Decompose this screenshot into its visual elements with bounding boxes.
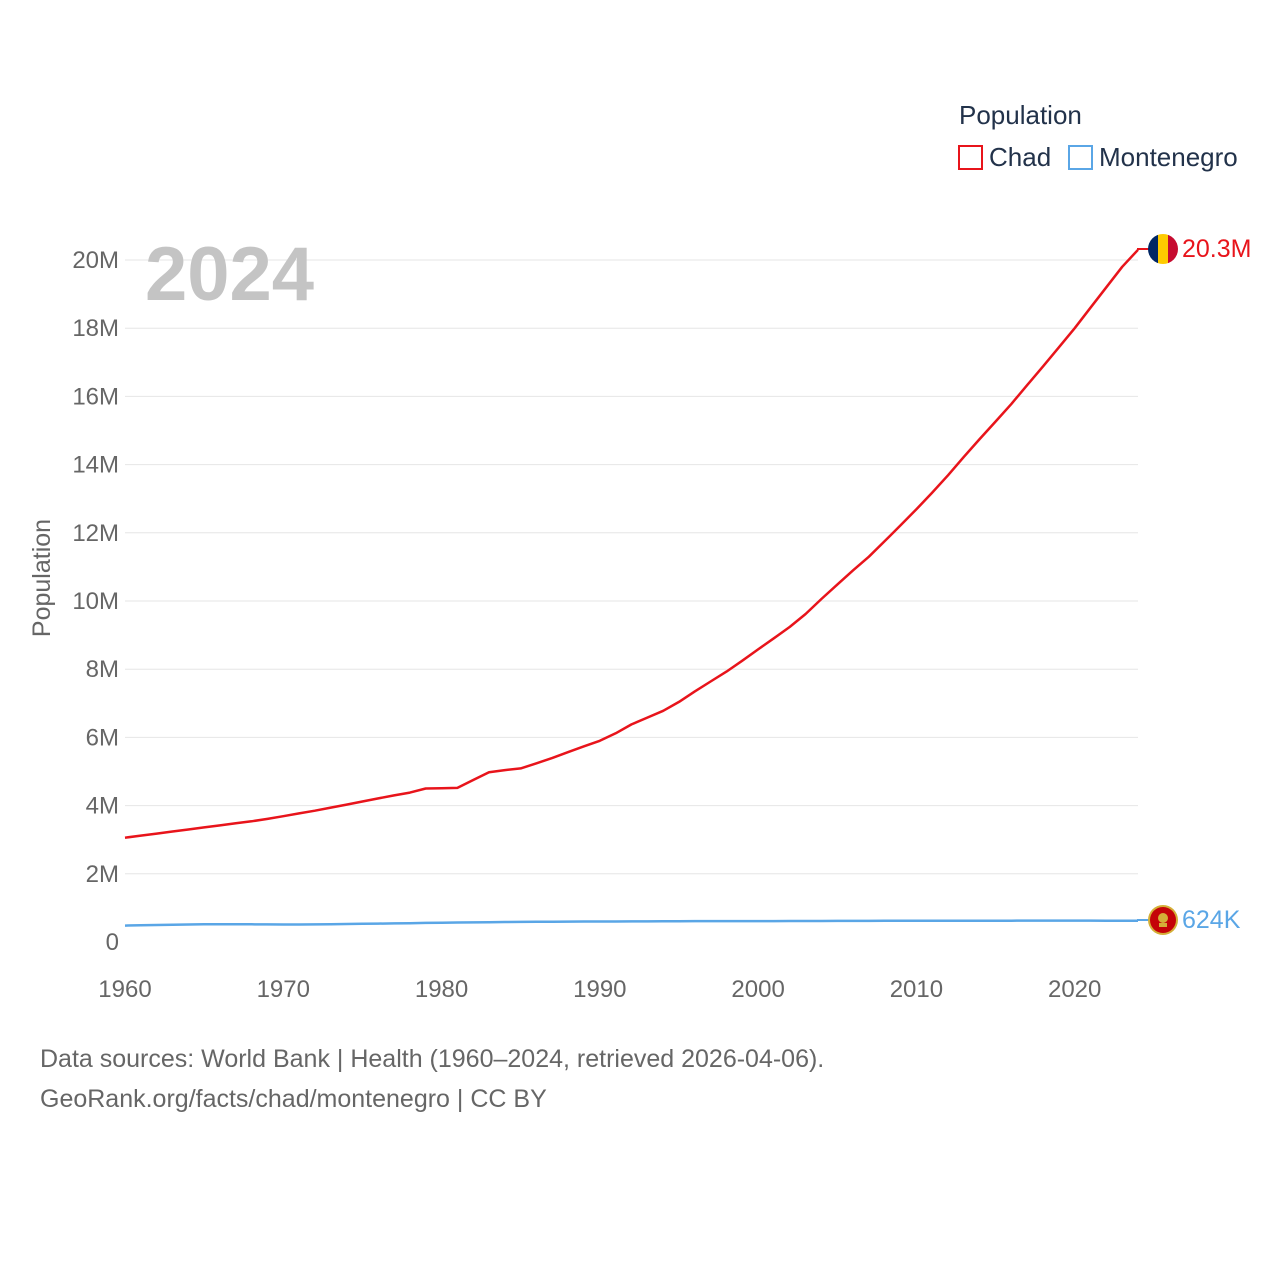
- y-tick-label: 0: [106, 929, 119, 956]
- y-axis-tick-labels: 0 2M 4M 6M 8M 10M 12M 14M 16M 18M 20M: [72, 247, 119, 956]
- montenegro-end-value: 624K: [1182, 906, 1241, 934]
- x-tick-label: 2000: [731, 976, 784, 1003]
- y-tick-label: 4M: [86, 793, 119, 820]
- legend-swatch-chad[interactable]: [958, 145, 983, 170]
- series-line-montenegro[interactable]: [124, 919, 1138, 927]
- series-line-chad[interactable]: [124, 248, 1139, 839]
- y-tick-label: 20M: [72, 247, 119, 274]
- chad-end-marker: 20.3M: [1137, 234, 1251, 264]
- legend-title: Population: [959, 100, 1082, 130]
- montenegro-end-marker: 624K: [1137, 905, 1241, 935]
- legend-swatch-montenegro[interactable]: [1068, 145, 1093, 170]
- series-lines: [124, 248, 1139, 927]
- montenegro-flag-icon: [1148, 905, 1178, 935]
- current-year-label: 2024: [145, 232, 314, 317]
- y-axis-label: Population: [28, 519, 56, 637]
- x-tick-label: 2020: [1048, 976, 1101, 1003]
- footer-sources: Data sources: World Bank | Health (1960–…: [40, 1045, 825, 1073]
- y-tick-label: 8M: [86, 656, 119, 683]
- x-tick-label: 1960: [98, 976, 151, 1003]
- legend-label-chad[interactable]: Chad: [989, 142, 1051, 172]
- y-tick-label: 16M: [72, 383, 119, 410]
- x-tick-label: 1970: [257, 976, 310, 1003]
- chad-flag-icon: [1148, 234, 1178, 264]
- x-axis-tick-labels: 1960 1970 1980 1990 2000 2010 2020: [98, 976, 1101, 1003]
- gridlines: [125, 259, 1138, 875]
- y-tick-label: 10M: [72, 588, 119, 615]
- y-tick-label: 14M: [72, 452, 119, 479]
- x-tick-label: 1990: [573, 976, 626, 1003]
- y-tick-label: 2M: [86, 861, 119, 888]
- y-tick-label: 18M: [72, 315, 119, 342]
- x-tick-label: 2010: [890, 976, 943, 1003]
- y-tick-label: 12M: [72, 520, 119, 547]
- legend: Population Chad Montenegro: [958, 100, 1238, 172]
- x-tick-label: 1980: [415, 976, 468, 1003]
- footer-credit[interactable]: GeoRank.org/facts/chad/montenegro | CC B…: [40, 1085, 547, 1113]
- y-tick-label: 6M: [86, 724, 119, 751]
- legend-label-montenegro[interactable]: Montenegro: [1099, 142, 1238, 172]
- chad-end-value: 20.3M: [1182, 235, 1251, 263]
